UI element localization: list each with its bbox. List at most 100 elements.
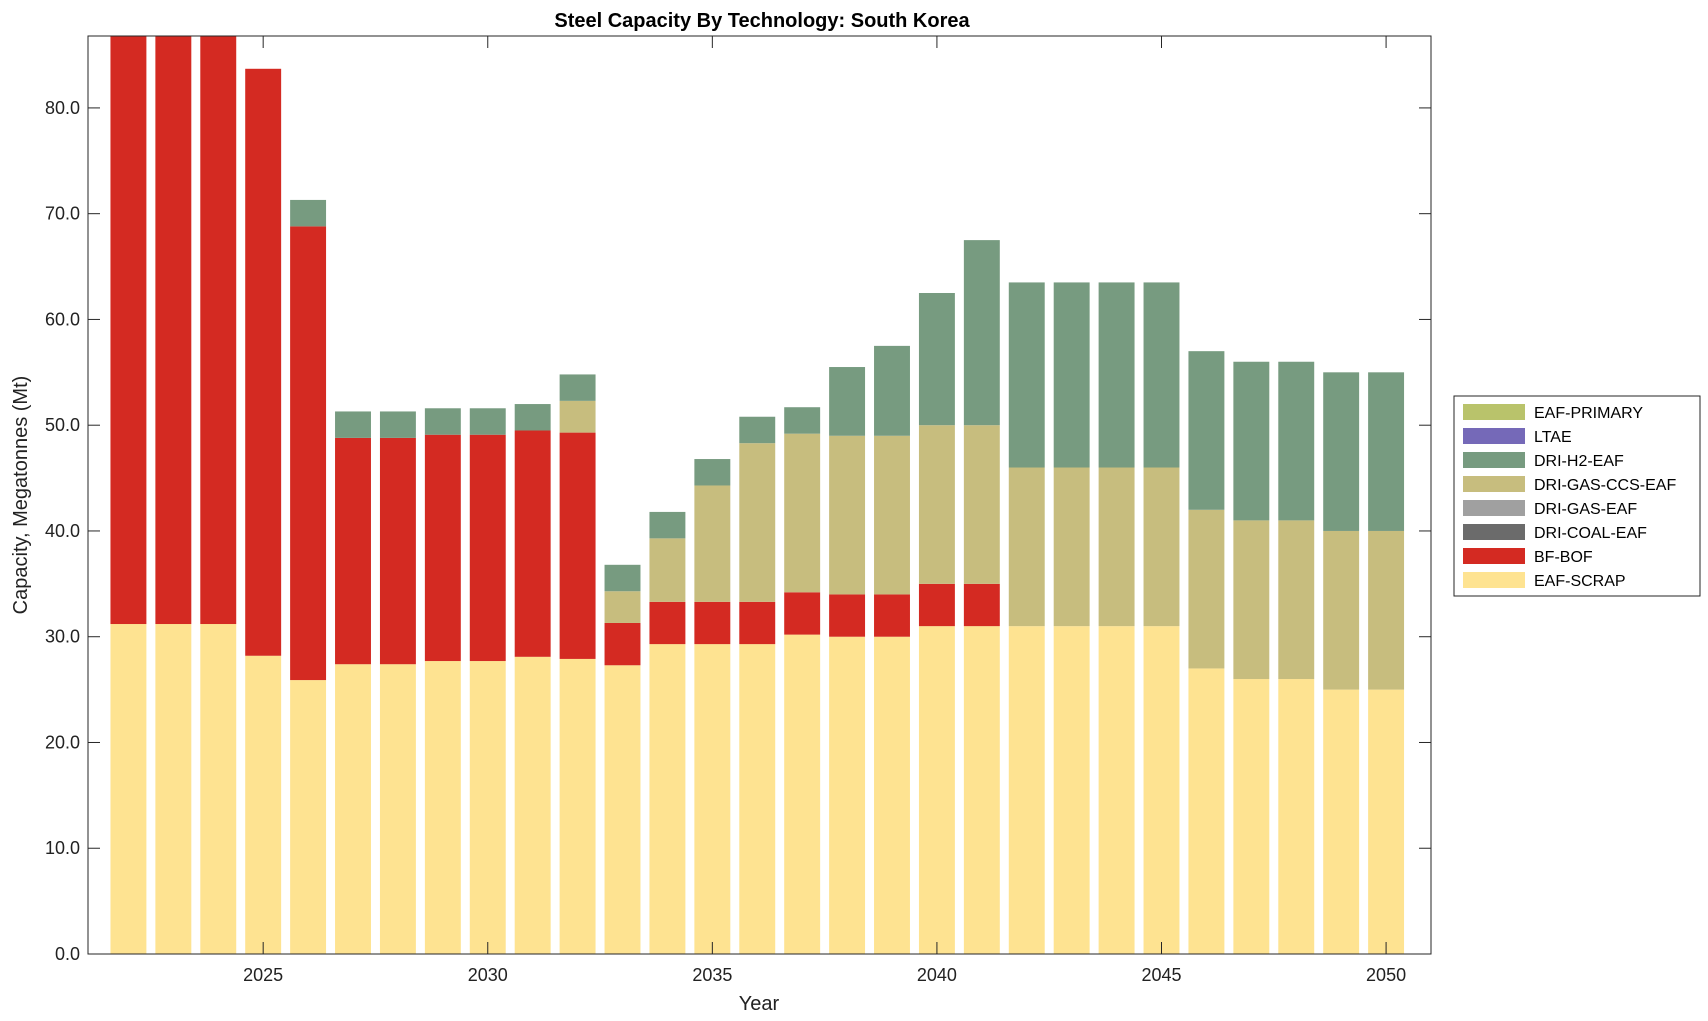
- bar-dri-h2-eaf-2042: [1008, 282, 1045, 468]
- x-tick-label: 2040: [917, 965, 957, 985]
- bar-eaf-scrap-2035: [694, 644, 731, 954]
- bar-eaf-scrap-2031: [514, 656, 551, 954]
- bar-bf-bof-2029: [424, 434, 461, 662]
- bar-dri-gas-ccs-eaf-2042: [1008, 467, 1045, 627]
- bar-bf-bof-2032: [559, 432, 596, 659]
- bar-dri-h2-eaf-2026: [290, 199, 327, 227]
- bar-dri-gas-ccs-eaf-2041: [963, 425, 1000, 584]
- bar-bf-bof-2039: [874, 594, 910, 637]
- bar-eaf-scrap-2030: [469, 661, 506, 954]
- x-tick-label: 2030: [468, 965, 508, 985]
- y-tick-label: 40.0: [45, 521, 80, 541]
- bar-eaf-scrap-2032: [559, 658, 596, 954]
- bar-dri-gas-ccs-eaf-2032: [559, 400, 596, 433]
- bar-eaf-scrap-2049: [1323, 689, 1360, 954]
- legend-swatch-dri-gas-ccs-eaf: [1463, 476, 1525, 492]
- bar-bf-bof-2025: [245, 68, 282, 656]
- legend-label-ltae: LTAE: [1534, 429, 1572, 446]
- x-tick-label: 2050: [1366, 965, 1406, 985]
- bar-eaf-scrap-2038: [829, 636, 866, 954]
- bar-dri-h2-eaf-2045: [1143, 282, 1180, 468]
- bar-eaf-scrap-2022: [110, 624, 147, 954]
- y-tick-label: 20.0: [45, 732, 80, 752]
- legend-box: [1453, 395, 1701, 597]
- bar-eaf-scrap-2047: [1233, 679, 1270, 954]
- x-tick-label: 2025: [243, 965, 283, 985]
- bar-eaf-scrap-2033: [604, 665, 641, 954]
- bar-eaf-scrap-2023: [155, 624, 192, 954]
- bar-eaf-scrap-2024: [200, 624, 237, 954]
- y-tick-label: 0.0: [55, 944, 80, 964]
- bar-eaf-scrap-2034: [649, 644, 686, 954]
- bar-dri-h2-eaf-2037: [784, 407, 821, 434]
- bar-dri-gas-ccs-eaf-2033: [604, 591, 641, 623]
- bar-bf-bof-2023: [155, 36, 192, 625]
- bar-dri-gas-ccs-eaf-2037: [784, 433, 821, 593]
- legend-swatch-eaf-scrap: [1463, 572, 1525, 588]
- bar-bf-bof-2035: [694, 601, 731, 645]
- x-tick-label: 2035: [692, 965, 732, 985]
- y-tick-label: 50.0: [45, 415, 80, 435]
- legend-label-dri-gas-eaf: DRI-GAS-EAF: [1534, 501, 1637, 518]
- legend-swatch-eaf-primary: [1463, 404, 1525, 420]
- bar-eaf-scrap-2028: [379, 664, 416, 954]
- bar-eaf-scrap-2041: [963, 626, 1000, 954]
- bar-dri-h2-eaf-2048: [1278, 361, 1315, 521]
- bar-bf-bof-2036: [739, 601, 776, 645]
- bar-dri-gas-ccs-eaf-2043: [1053, 467, 1090, 627]
- bar-dri-h2-eaf-2032: [559, 374, 596, 401]
- bar-dri-gas-ccs-eaf-2044: [1098, 467, 1135, 627]
- legend-label-eaf-primary: EAF-PRIMARY: [1534, 405, 1643, 422]
- y-tick-label: 80.0: [45, 98, 80, 118]
- bar-eaf-scrap-2025: [245, 655, 282, 954]
- bar-eaf-scrap-2043: [1053, 626, 1090, 954]
- bar-dri-h2-eaf-2035: [694, 459, 731, 486]
- chart-title: Steel Capacity By Technology: South Kore…: [554, 10, 970, 32]
- bar-dri-h2-eaf-2036: [739, 416, 776, 444]
- bar-dri-h2-eaf-2040: [918, 292, 955, 426]
- bar-dri-gas-ccs-eaf-2048: [1278, 520, 1315, 680]
- bar-dri-h2-eaf-2049: [1323, 372, 1360, 531]
- legend-swatch-dri-gas-eaf: [1463, 500, 1525, 516]
- y-tick-label: 10.0: [45, 838, 80, 858]
- bar-eaf-scrap-2026: [290, 680, 327, 954]
- bar-bf-bof-2022: [110, 36, 147, 625]
- legend-label-dri-coal-eaf: DRI-COAL-EAF: [1534, 525, 1647, 542]
- bar-eaf-scrap-2044: [1098, 626, 1135, 954]
- bar-dri-h2-eaf-2030: [469, 408, 506, 435]
- legend-swatch-dri-coal-eaf: [1463, 524, 1525, 540]
- bar-eaf-scrap-2037: [784, 634, 821, 954]
- legend-label-dri-h2-eaf: DRI-H2-EAF: [1534, 453, 1624, 470]
- bar-dri-gas-ccs-eaf-2034: [649, 538, 686, 602]
- legend-label-bf-bof: BF-BOF: [1534, 549, 1593, 566]
- bar-dri-h2-eaf-2044: [1098, 282, 1135, 468]
- bar-dri-gas-ccs-eaf-2040: [918, 425, 955, 584]
- plot-frame: [87, 35, 1432, 955]
- bar-dri-h2-eaf-2046: [1188, 351, 1225, 510]
- bar-dri-h2-eaf-2047: [1233, 361, 1270, 521]
- bar-bf-bof-2027: [335, 437, 371, 665]
- bar-eaf-scrap-2046: [1188, 668, 1225, 954]
- bar-eaf-scrap-2040: [918, 626, 955, 954]
- bar-bf-bof-2024: [200, 36, 237, 625]
- bar-eaf-scrap-2039: [874, 636, 910, 954]
- bar-dri-h2-eaf-2027: [335, 411, 371, 438]
- bar-dri-h2-eaf-2050: [1368, 372, 1405, 531]
- bar-bf-bof-2034: [649, 601, 686, 645]
- bar-bf-bof-2026: [290, 226, 327, 681]
- bar-bf-bof-2033: [604, 622, 641, 666]
- y-tick-label: 60.0: [45, 309, 80, 329]
- legend-swatch-ltae: [1463, 428, 1525, 444]
- bars-layer: [110, 36, 1405, 954]
- bar-dri-gas-ccs-eaf-2049: [1323, 530, 1360, 690]
- bar-bf-bof-2030: [469, 434, 506, 662]
- bar-dri-h2-eaf-2031: [514, 404, 551, 431]
- bar-dri-gas-ccs-eaf-2038: [829, 435, 866, 595]
- x-axis-label: Year: [739, 993, 780, 1015]
- bar-bf-bof-2037: [784, 592, 821, 635]
- bar-bf-bof-2040: [918, 583, 955, 627]
- legend-label-dri-gas-ccs-eaf: DRI-GAS-CCS-EAF: [1534, 477, 1676, 494]
- y-axis: 0.0 10.0 20.0 30.0 40.0 50.0 60.0 70.0 80.0: [45, 98, 1431, 964]
- bar-eaf-scrap-2050: [1368, 689, 1405, 954]
- bar-dri-gas-ccs-eaf-2045: [1143, 467, 1180, 627]
